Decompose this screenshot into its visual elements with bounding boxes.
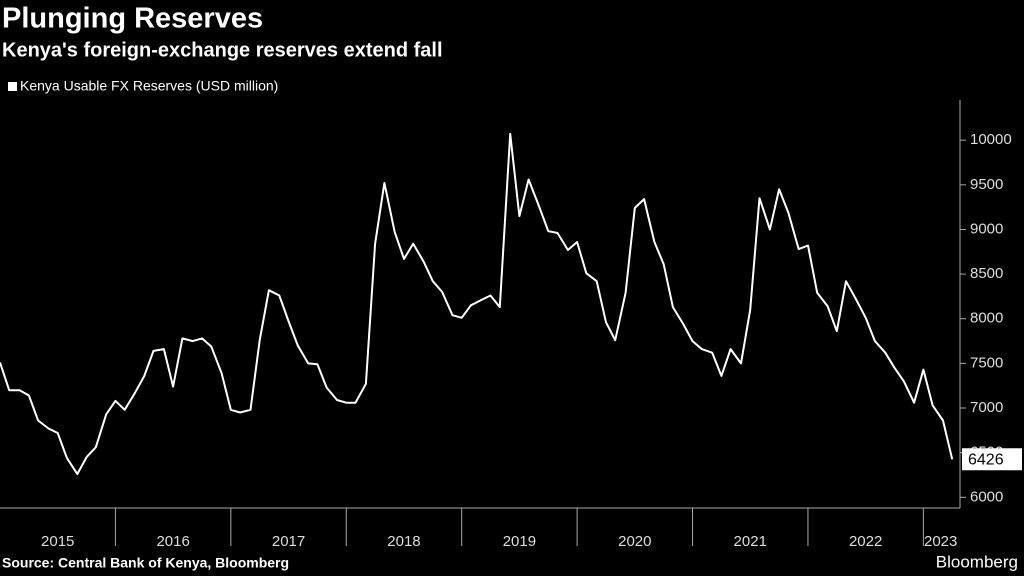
y-tick-label: 9500: [970, 176, 1003, 193]
y-tick-label: 8000: [970, 310, 1003, 327]
x-tick-label: 2021: [734, 533, 767, 550]
y-tick-label: 6000: [970, 488, 1003, 505]
x-tick-label: 2015: [41, 533, 74, 550]
x-tick-label: 2017: [272, 533, 305, 550]
data-line: [0, 132, 954, 476]
brand: Bloomberg: [936, 552, 1018, 571]
x-tick-label: 2022: [849, 533, 882, 550]
x-tick-label: 2016: [156, 533, 189, 550]
y-tick-label: 10000: [970, 131, 1012, 148]
chart-title: Plunging Reserves: [2, 3, 263, 35]
x-tick-label: 2018: [387, 533, 420, 550]
chart-subtitle: Kenya's foreign-exchange reserves extend…: [2, 39, 443, 61]
y-tick-label: 7000: [970, 399, 1003, 416]
source: Source: Central Bank of Kenya, Bloomberg: [2, 555, 289, 571]
y-tick-label: 8500: [970, 265, 1003, 282]
y-tick-label: 9000: [970, 220, 1003, 237]
legend-label: Kenya Usable FX Reserves (USD million): [20, 78, 278, 94]
legend-swatch: [8, 82, 17, 91]
x-tick-label: 2020: [618, 533, 651, 550]
last-value-box: [962, 448, 1022, 471]
x-tick-label: 2023: [924, 533, 957, 550]
x-tick-label: 2019: [503, 533, 536, 550]
last-value-label: 6426: [968, 451, 1004, 468]
y-tick-label: 7500: [970, 354, 1003, 371]
